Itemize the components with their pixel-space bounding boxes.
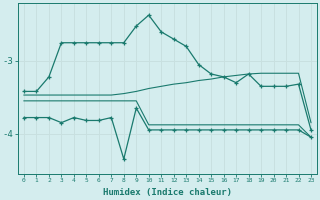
X-axis label: Humidex (Indice chaleur): Humidex (Indice chaleur)	[103, 188, 232, 197]
